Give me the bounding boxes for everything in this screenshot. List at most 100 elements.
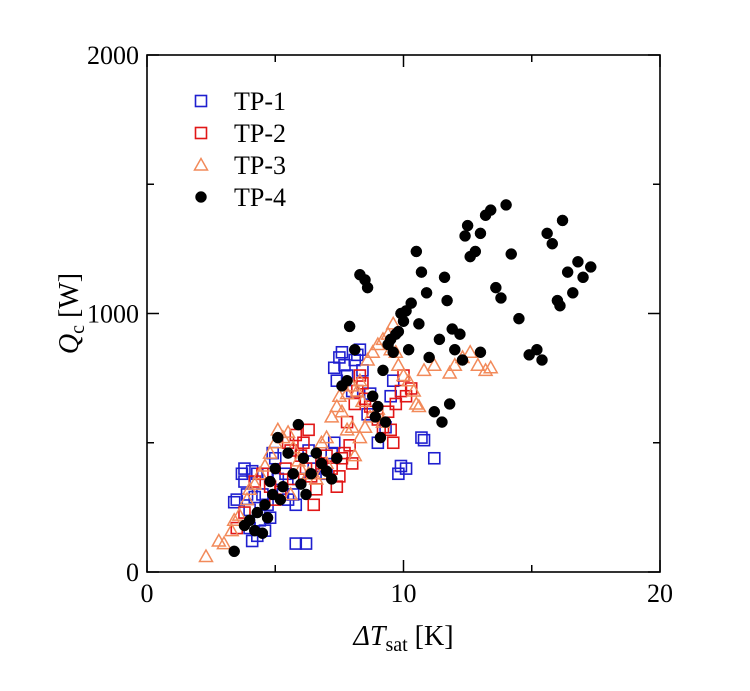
data-point [438, 271, 451, 284]
data-point [198, 548, 214, 563]
data-point [292, 418, 305, 431]
data-point [390, 357, 407, 371]
data-point [327, 361, 341, 375]
data-point [364, 344, 381, 359]
data-point [241, 481, 258, 496]
data-point [282, 486, 299, 501]
data-point [361, 281, 374, 294]
data-point [223, 522, 240, 537]
data-point [297, 452, 310, 465]
data-point [352, 372, 368, 387]
data-point [423, 351, 435, 364]
data-points [198, 199, 597, 563]
data-point [462, 344, 478, 359]
data-point [366, 390, 379, 402]
series-tp-3 [198, 315, 499, 563]
data-point [381, 405, 395, 419]
legend-item: TP-3 [193, 151, 286, 180]
data-point [395, 367, 412, 382]
data-point [269, 462, 281, 475]
x-axis-title-sub: sat [385, 634, 408, 656]
data-point [262, 445, 278, 459]
y-tick-label: 2000 [87, 41, 139, 70]
data-point [295, 478, 307, 490]
y-axis-title-main: Q [54, 334, 85, 354]
data-point [238, 462, 251, 475]
data-point [343, 320, 356, 333]
data-point [546, 237, 559, 250]
x-axis-title: ΔTsat [K] [352, 621, 453, 656]
data-point [274, 493, 287, 506]
y-tick-label: 1000 [87, 300, 139, 329]
data-point [536, 354, 548, 366]
x-axis-title-unit: [K] [408, 621, 454, 652]
data-point [513, 312, 525, 325]
data-point [226, 512, 242, 527]
legend-item: TP-4 [195, 183, 286, 212]
data-point [441, 294, 453, 307]
data-point [541, 227, 553, 240]
data-point [344, 419, 360, 433]
data-point [402, 343, 415, 356]
data-point [389, 397, 403, 411]
data-point [459, 230, 471, 242]
data-point [531, 343, 543, 356]
y-axis-title-unit: [W] [54, 273, 85, 325]
data-point [359, 352, 376, 366]
data-point [289, 428, 303, 442]
y-axis-title-sub: c [67, 325, 89, 334]
data-point [405, 297, 417, 309]
data-point [346, 447, 363, 462]
data-point [577, 271, 589, 284]
data-point [257, 457, 273, 472]
data-point [477, 362, 494, 377]
data-point [252, 465, 268, 480]
data-point [211, 532, 227, 547]
data-point [354, 393, 371, 408]
x-axis-title-main: ΔT [352, 621, 387, 652]
data-point [339, 421, 355, 436]
legend-item: TP-1 [194, 87, 286, 116]
data-point [490, 281, 502, 294]
data-point [289, 537, 303, 550]
data-point [227, 495, 241, 509]
data-point [313, 434, 330, 449]
data-point [374, 431, 387, 444]
data-point [334, 403, 350, 418]
data-point [387, 346, 399, 359]
data-point [482, 359, 499, 374]
data-point [318, 429, 335, 444]
legend: TP-1 TP-2 TP-3 TP-4 [193, 87, 286, 212]
data-point [331, 452, 343, 465]
data-point [345, 457, 359, 470]
data-point [335, 345, 349, 359]
data-point [584, 261, 597, 273]
data-point [287, 468, 299, 480]
x-tick-label: 10 [391, 579, 417, 608]
data-point [556, 214, 569, 227]
legend-label: TP-3 [234, 151, 286, 180]
data-point [341, 374, 353, 387]
y-tick-label: 0 [126, 558, 139, 587]
data-point [282, 447, 294, 459]
data-point [484, 204, 497, 216]
data-point [433, 333, 446, 346]
data-point [427, 451, 441, 465]
data-point [261, 511, 274, 524]
data-point [377, 364, 389, 377]
data-point [449, 343, 461, 356]
data-point [417, 433, 431, 447]
data-point [256, 527, 269, 539]
data-point [329, 398, 345, 413]
data-point [256, 488, 269, 501]
data-point [325, 473, 338, 485]
tick-labels: 0 10 20 0 1000 2000 [87, 41, 673, 608]
legend-marker [195, 191, 207, 203]
data-point [280, 424, 296, 439]
data-point [309, 482, 323, 496]
data-point [228, 545, 240, 558]
data-point [302, 423, 315, 437]
data-point [216, 535, 232, 550]
data-point [474, 227, 487, 240]
data-point [474, 346, 487, 359]
